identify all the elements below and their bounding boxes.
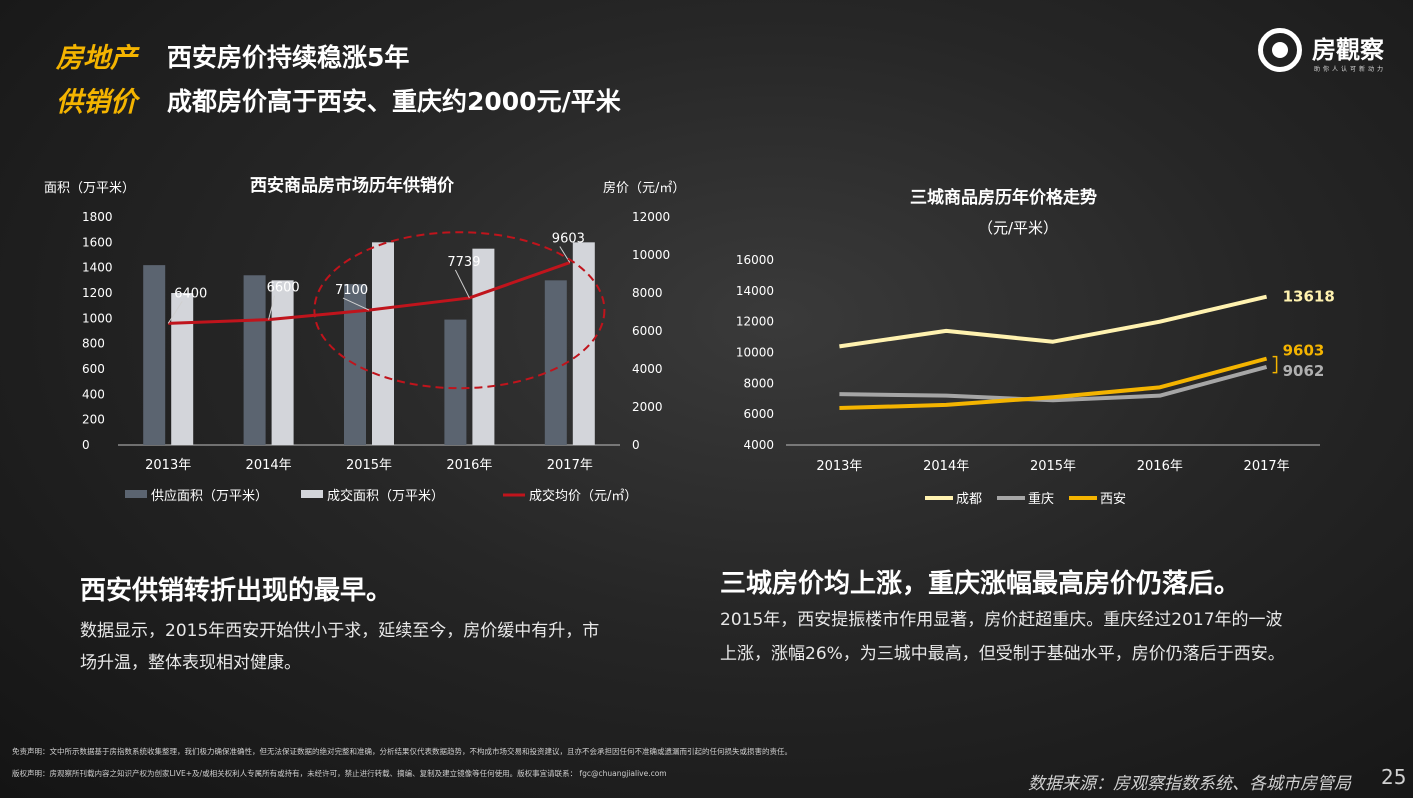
x-tick-label: 2015年: [1030, 459, 1076, 474]
bar-sales: [271, 280, 294, 445]
data-label-leader: [454, 269, 470, 299]
y-tick-label: 14000: [736, 284, 774, 298]
bar-sales: [572, 242, 595, 445]
bar-supply: [243, 275, 266, 445]
right-chart: 4000 6000 8000 10000 12000 14000 16000 2013年 201…: [736, 253, 1335, 507]
logo-tagline: 助你人认可新动力: [1314, 66, 1387, 73]
x-tick-label: 2013年: [145, 458, 191, 473]
y-tick-label-left: 800: [82, 337, 105, 351]
series-line-chengdu: [839, 294, 1268, 349]
legend-label: 成都: [956, 492, 982, 507]
x-tick-label: 2017年: [1244, 459, 1290, 474]
left-section-title: 西安供销转折出现的最早。: [80, 576, 393, 606]
left-section-line-1: 数据显示，2015年西安开始供小于求，延续至今，房价缓中有升，市: [80, 621, 600, 641]
y-tick-label-left: 1000: [82, 311, 113, 325]
legend-label: 成交均价（元/㎡）: [529, 488, 637, 504]
left-chart-ylabel-right: 房价（元/㎡）: [603, 181, 686, 196]
right-chart-title: 三城商品房历年价格走势: [910, 188, 1097, 208]
y-tick-label-left: 600: [82, 362, 105, 376]
y-tick-label-left: 1400: [82, 261, 113, 275]
bar-supply: [444, 319, 467, 445]
y-tick-label-left: 200: [82, 413, 105, 427]
x-tick-label: 2014年: [246, 458, 292, 473]
x-tick-label: 2017年: [547, 458, 593, 473]
left-chart-title: 西安商品房市场历年供销价: [250, 176, 454, 196]
data-label-leader: [559, 246, 571, 263]
series-line-chongqing: [839, 365, 1268, 403]
y-tick-label-left: 1600: [82, 235, 113, 249]
series-line-xian: [839, 356, 1268, 410]
logo: 房觀察 助你人认可新动力: [1258, 24, 1406, 76]
x-tick-label: 2016年: [446, 458, 492, 473]
category-label-1: 房地产: [56, 43, 137, 74]
legend-label: 重庆: [1028, 491, 1054, 507]
highlight-ellipse: [313, 231, 606, 390]
y-tick-label: 6000: [743, 407, 774, 421]
x-tick-label: 2016年: [1137, 459, 1183, 474]
y-tick-label-right: 0: [632, 438, 640, 452]
y-tick-label: 10000: [736, 346, 774, 360]
right-chart-subtitle: （元/平米）: [978, 219, 1059, 237]
right-section-line-1: 2015年，西安提振楼市作用显著，房价赶超重庆。重庆经过2017年的一波: [720, 610, 1283, 630]
y-tick-label: 16000: [736, 253, 774, 267]
y-tick-label-left: 1200: [82, 286, 113, 300]
end-value-label: 9603: [1283, 342, 1325, 360]
y-tick-label-right: 2000: [632, 400, 663, 414]
disclaimer: 免责声明：文中所示数据基于房指数系统收集整理，我们极力确保准确性，但无法保证数据…: [12, 747, 792, 756]
legend-swatch: [301, 490, 323, 498]
logo-circle-icon: [1258, 28, 1302, 72]
data-label: 7739: [447, 255, 480, 270]
legend-label: 成交面积（万平米）: [327, 488, 444, 504]
avg-price-line: [168, 261, 571, 325]
data-label-leader: [167, 301, 183, 324]
data-label: 7100: [335, 283, 368, 298]
legend-swatch: [125, 490, 147, 498]
left-section-line-2: 场升温，整体表现相对健康。: [80, 653, 301, 673]
logo-dot-icon: [1272, 42, 1288, 58]
x-tick-label: 2013年: [816, 459, 862, 474]
y-tick-label-left: 1800: [82, 210, 113, 224]
data-label: 6400: [174, 286, 207, 301]
left-chart: 0 200 400 600 800 1000 1200 1400 1600 1800 0 2000 40…: [82, 210, 670, 504]
right-section-line-2: 上涨，涨幅26%，为三城中最高，但受制于基础水平，房价仍落后于西安。: [720, 644, 1285, 664]
left-chart-ylabel-left: 面积（万平米）: [44, 181, 136, 196]
data-label-leader: [268, 295, 276, 320]
bar-sales: [171, 293, 194, 445]
page-title: 西安房价持续稳涨5年: [167, 43, 410, 72]
right-section-title: 三城房价均上涨，重庆涨幅最高房价仍落后。: [720, 569, 1241, 599]
y-tick-label: 4000: [743, 438, 774, 452]
y-tick-label: 12000: [736, 315, 774, 329]
page-number: 25: [1381, 765, 1407, 789]
end-value-label: 9062: [1283, 362, 1325, 380]
end-value-label: 13618: [1283, 288, 1335, 306]
copyright-notice: 版权声明：房观察所刊载内容之知识产权为创家LIVE+及/或相关权利人专属所有或持…: [12, 769, 667, 778]
y-tick-label-right: 12000: [632, 210, 670, 224]
data-label: 6600: [267, 281, 300, 296]
bar-sales: [372, 242, 394, 445]
logo-name: 房觀察: [1312, 35, 1384, 64]
y-tick-label-right: 6000: [632, 324, 663, 338]
legend-label: 西安: [1100, 492, 1126, 507]
data-label-leader: [342, 297, 370, 311]
y-tick-label-right: 8000: [632, 286, 663, 300]
page-subtitle: 成都房价高于西安、重庆约2000元/平米: [167, 87, 621, 116]
bar-supply: [544, 280, 567, 445]
data-source: 数据来源：房观察指数系统、各城市房管局: [1028, 774, 1351, 794]
data-label: 9603: [552, 232, 585, 247]
category-label-2: 供销价: [56, 87, 137, 118]
x-tick-label: 2014年: [923, 459, 969, 474]
bar-sales: [472, 248, 495, 445]
y-tick-label-left: 400: [82, 387, 105, 401]
bar-supply: [143, 265, 166, 445]
y-tick-label-left: 0: [82, 438, 90, 452]
x-tick-label: 2015年: [346, 458, 392, 473]
end-label-bracket: [1272, 355, 1278, 374]
legend-label: 供应面积（万平米）: [151, 488, 268, 504]
y-tick-label-right: 10000: [632, 248, 670, 262]
y-tick-label: 8000: [743, 376, 774, 390]
y-tick-label-right: 4000: [632, 362, 663, 376]
